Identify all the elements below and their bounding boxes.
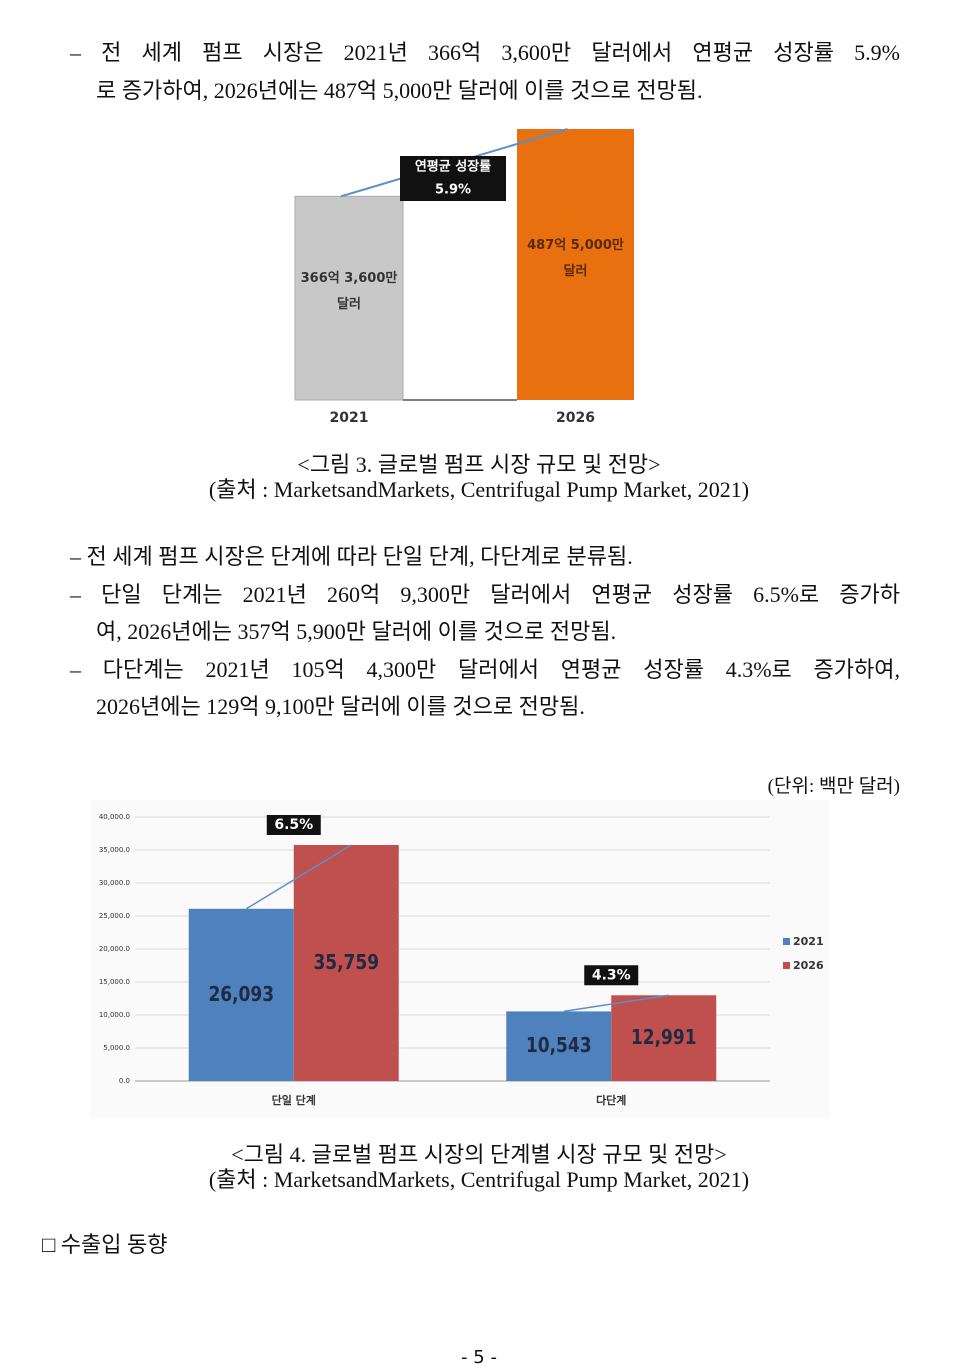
value-label: 487억 5,000만 달러	[527, 237, 624, 279]
y-tick-label: 10,000.0	[99, 1011, 130, 1019]
bar	[293, 844, 399, 1081]
y-tick-label: 25,000.0	[99, 912, 130, 920]
annotation-box	[584, 965, 639, 986]
y-tick-label: 20,000.0	[99, 945, 130, 953]
figure-source: (출처 : MarketsandMarkets, Centrifugal Pum…	[208, 477, 750, 502]
value-label: 366억 3,600만 달러	[300, 271, 398, 313]
legend-label: 2026	[793, 959, 824, 972]
bar	[188, 908, 294, 1081]
text-line: – 단일 단계는 2021년 260억 9,300만 달러에서 연평균 성장률 …	[70, 581, 900, 607]
bar	[611, 995, 717, 1081]
growth-line	[245, 844, 352, 910]
y-tick-label: 0.0	[119, 1077, 130, 1085]
y-tick-label: 5,000.0	[103, 1044, 130, 1052]
text-line: – 전 세계 펌프 시장은 단계에 따라 단일 단계, 다단계로 분류됨.	[70, 544, 633, 569]
y-tick-label: 15,000.0	[99, 978, 130, 986]
legend-label: 2021	[793, 935, 824, 948]
text-line: 여, 2026년에는 357억 5,900만 달러에 이를 것으로 전망됨.	[96, 619, 617, 644]
text-line: – 다단계는 2021년 105억 4,300만 달러에서 연평균 성장률 4.…	[70, 656, 900, 682]
annotation-box	[400, 156, 506, 201]
bar	[294, 195, 404, 401]
annotation: 연평균 성장률	[415, 159, 491, 175]
annotation: 6.5%	[274, 817, 313, 833]
page-number: - 5 -	[461, 1347, 497, 1368]
annotation-box	[266, 814, 321, 835]
y-tick-label: 30,000.0	[99, 879, 130, 887]
figure-caption: <그림 3. 글로벌 펌프 시장 규모 및 전망>	[297, 452, 661, 477]
annotation: 5.9%	[435, 183, 471, 198]
legend-swatch	[783, 962, 790, 969]
value-label: 35,759	[313, 952, 379, 975]
bar	[517, 129, 634, 400]
legend-swatch	[783, 938, 790, 945]
x-tick-label: 2021	[330, 410, 369, 426]
figure-caption: <그림 4. 글로벌 펌프 시장의 단계별 시장 규모 및 전망>	[231, 1142, 727, 1167]
annotation: 4.3%	[592, 967, 631, 983]
bar	[506, 1011, 612, 1081]
x-tick-label: 다단계	[596, 1093, 626, 1107]
text-line: 로 증가하여, 2026년에는 487억 5,000만 달러에 이를 것으로 전…	[96, 77, 703, 103]
text-line: – 전 세계 펌프 시장은 2021년 366억 3,600만 달러에서 연평균…	[70, 40, 900, 65]
y-tick-label: 35,000.0	[99, 846, 130, 854]
unit-note: (단위: 백만 달러)	[767, 776, 900, 797]
section-heading: □ 수출입 동향	[42, 1232, 168, 1257]
y-tick-label: 40,000.0	[99, 813, 130, 821]
text-line: 2026년에는 129억 9,100만 달러에 이를 것으로 전망됨.	[96, 694, 585, 719]
value-label: 12,991	[631, 1027, 697, 1050]
figure-source: (출처 : MarketsandMarkets, Centrifugal Pum…	[208, 1167, 750, 1192]
x-tick-label: 단일 단계	[272, 1093, 316, 1107]
growth-line	[563, 994, 669, 1013]
value-label: 10,543	[526, 1035, 592, 1058]
value-label: 26,093	[208, 984, 274, 1007]
x-tick-label: 2026	[556, 410, 595, 426]
